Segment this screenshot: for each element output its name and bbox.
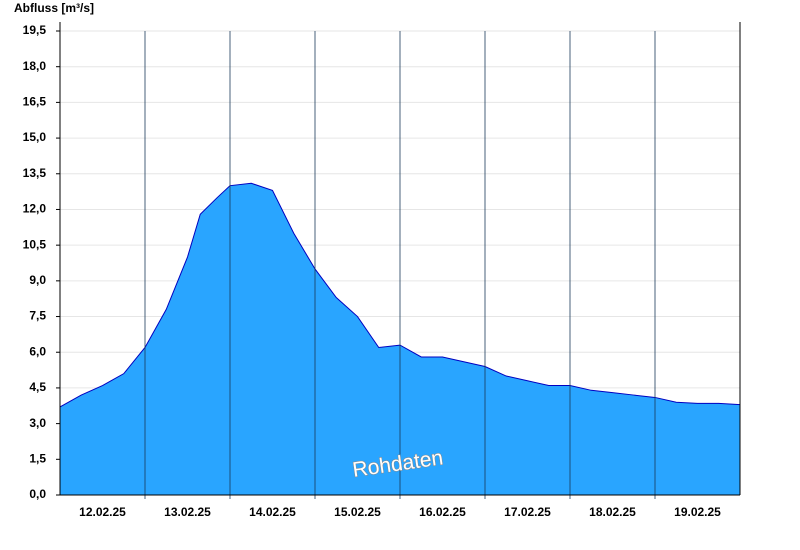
x-tick-label: 18.02.25: [589, 505, 636, 519]
y-tick-label: 7,5: [29, 309, 46, 323]
y-tick-label: 0,0: [29, 487, 46, 501]
y-tick-label: 18,0: [23, 59, 47, 73]
chart-title: Abfluss [m³/s]: [14, 1, 94, 15]
x-tick-label: 15.02.25: [334, 505, 381, 519]
y-tick-label: 3,0: [29, 416, 46, 430]
y-tick-label: 6,0: [29, 344, 46, 358]
y-tick-label: 4,5: [29, 380, 46, 394]
y-tick-label: 19,5: [23, 23, 47, 37]
y-tick-label: 15,0: [23, 130, 47, 144]
y-tick-label: 16,5: [23, 95, 47, 109]
y-tick-label: 12,0: [23, 202, 47, 216]
y-tick-label: 13,5: [23, 166, 47, 180]
x-tick-label: 12.02.25: [79, 505, 126, 519]
x-tick-label: 14.02.25: [249, 505, 296, 519]
x-tick-label: 16.02.25: [419, 505, 466, 519]
x-tick-label: 19.02.25: [674, 505, 721, 519]
x-tick-label: 17.02.25: [504, 505, 551, 519]
y-tick-label: 9,0: [29, 273, 46, 287]
x-tick-label: 13.02.25: [164, 505, 211, 519]
area-line: [59, 182, 741, 408]
y-tick-label: 1,5: [29, 451, 46, 465]
y-tick-label: 10,5: [23, 237, 47, 251]
